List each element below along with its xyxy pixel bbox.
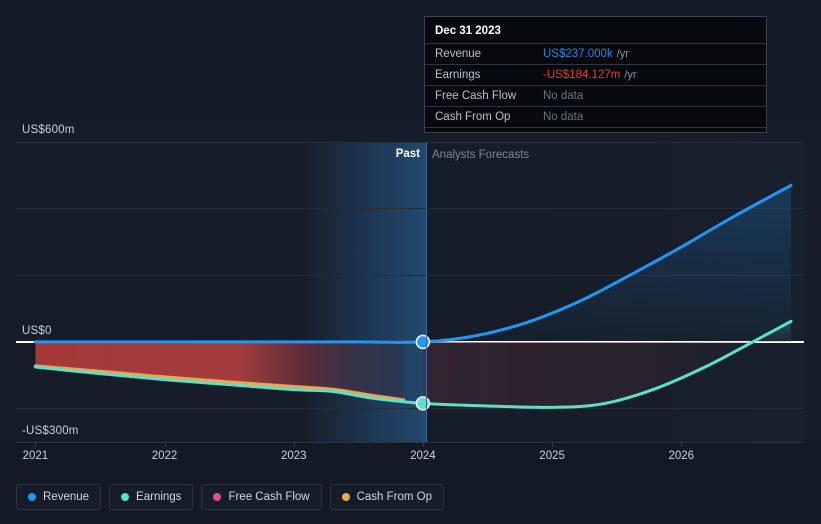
x-tick bbox=[164, 442, 166, 447]
gridline-400 bbox=[16, 208, 804, 209]
legend-item-earnings[interactable]: Earnings bbox=[109, 484, 194, 510]
x-axis-label: 2024 bbox=[410, 450, 436, 462]
tooltip-row: Earnings -US$184.127m/yr bbox=[425, 64, 766, 85]
earnings-negative-area bbox=[422, 321, 792, 408]
gridline-200 bbox=[16, 275, 804, 276]
tooltip-row: Free Cash Flow No data bbox=[425, 85, 766, 106]
tooltip-row-value: No data bbox=[543, 111, 584, 123]
gridline-600 bbox=[16, 142, 804, 143]
legend-item-cash-from-op[interactable]: Cash From Op bbox=[329, 484, 445, 510]
past-label: Past bbox=[395, 148, 420, 160]
tooltip-row-unit: /yr bbox=[624, 69, 637, 81]
legend-label: Free Cash Flow bbox=[228, 491, 310, 503]
past-tag-wrap: Past bbox=[300, 0, 420, 160]
tooltip-row-label: Revenue bbox=[435, 48, 482, 60]
legend-label: Revenue bbox=[43, 491, 90, 503]
legend-label: Cash From Op bbox=[356, 491, 433, 503]
tooltip-date: Dec 31 2023 bbox=[435, 25, 501, 37]
legend-item-free-cash-flow[interactable]: Free Cash Flow bbox=[201, 484, 322, 510]
x-axis bbox=[16, 442, 804, 443]
tooltip-row: Revenue US$237.000k/yr bbox=[425, 43, 766, 64]
legend-color-dot bbox=[28, 493, 36, 501]
series-line-cash-from-op bbox=[33, 364, 406, 402]
tooltip-row-label: Free Cash Flow bbox=[435, 90, 517, 102]
tooltip-row-label: Cash From Op bbox=[435, 111, 511, 123]
forecast-divider bbox=[426, 142, 427, 442]
x-tick bbox=[552, 442, 554, 447]
tooltip-rows: Revenue US$237.000k/yr Earnings -US$184.127… bbox=[425, 43, 766, 128]
x-tick bbox=[35, 442, 37, 447]
y-axis-label-zero: US$0 bbox=[22, 325, 52, 337]
data-tooltip: Dec 31 2023 Revenue US$237.000k/yr Earning… bbox=[424, 16, 767, 133]
legend-color-dot bbox=[121, 493, 130, 501]
y-axis-label-top: US$600m bbox=[22, 124, 75, 136]
x-tick bbox=[293, 442, 295, 447]
data-marker-earnings bbox=[415, 396, 431, 411]
legend-color-dot bbox=[213, 493, 222, 501]
x-axis-label: 2023 bbox=[280, 450, 307, 462]
tooltip-row: Cash From Op No data bbox=[425, 106, 766, 128]
legend-label: Earnings bbox=[136, 491, 182, 503]
tooltip-row-value: No data bbox=[543, 90, 584, 102]
tooltip-row-label: Earnings bbox=[435, 69, 481, 81]
series-line-revenue bbox=[33, 183, 793, 344]
legend-color-dot bbox=[341, 493, 350, 501]
revenue-area bbox=[35, 185, 792, 343]
gridline-neg200 bbox=[16, 408, 804, 409]
legend-item-revenue[interactable]: Revenue bbox=[16, 484, 102, 510]
tooltip-row-unit: /yr bbox=[616, 48, 629, 60]
x-axis-label: 2022 bbox=[151, 450, 178, 462]
x-axis-label: 2026 bbox=[668, 450, 695, 462]
x-tick bbox=[681, 442, 683, 447]
forecast-label: Analysts Forecasts bbox=[432, 149, 530, 161]
tooltip-row-value: -US$184.127m bbox=[543, 69, 621, 81]
x-axis-label: 2021 bbox=[22, 450, 49, 462]
x-axis-label: 2025 bbox=[539, 450, 565, 462]
y-axis-label-bottom: -US$300m bbox=[22, 425, 79, 437]
x-tick bbox=[422, 442, 424, 447]
tooltip-row-value: US$237.000k bbox=[543, 48, 613, 60]
chart-legend: Revenue Earnings Free Cash Flow Cash From O… bbox=[16, 484, 445, 510]
free-cash-flow-area bbox=[35, 342, 404, 400]
data-marker-revenue bbox=[415, 334, 431, 350]
series-paths bbox=[33, 183, 793, 409]
